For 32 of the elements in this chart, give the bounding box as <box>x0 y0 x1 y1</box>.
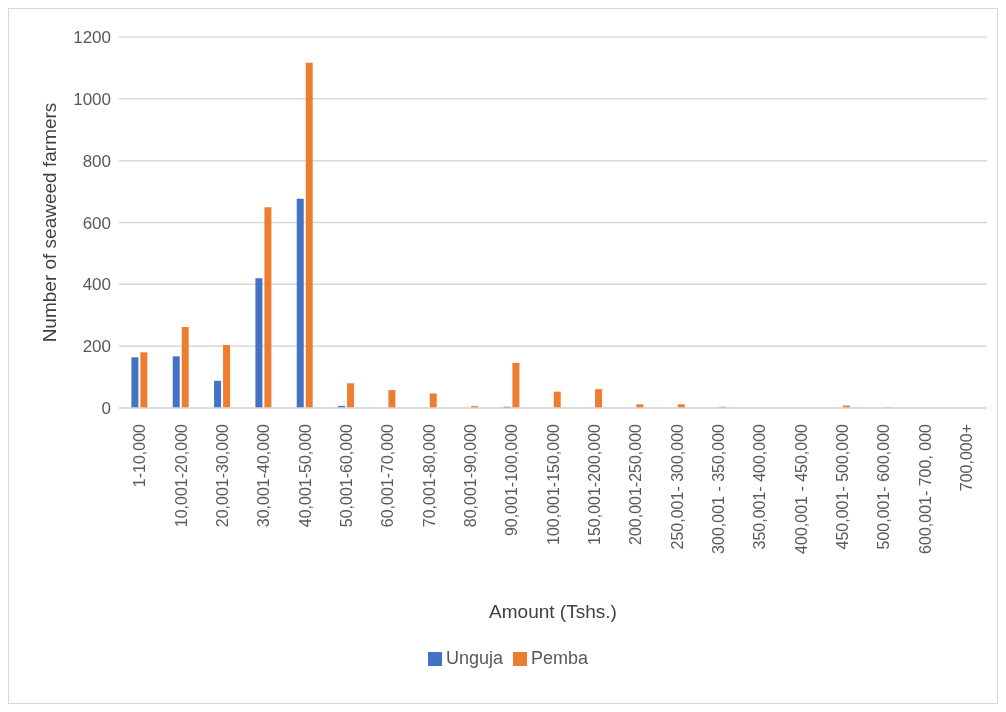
y-tick-label: 800 <box>82 151 111 171</box>
x-tick-label: 400,001 - 450,000 <box>792 423 810 554</box>
x-tick-label: 50,001-60,000 <box>337 423 355 528</box>
x-tick-label: 450,001- 500,000 <box>833 423 851 550</box>
x-tick-label: 90,001-100,000 <box>503 423 521 537</box>
legend-label: Unguja <box>445 648 503 668</box>
x-tick-label: 10,001-20,000 <box>172 423 190 528</box>
legend-label: Pemba <box>531 648 589 668</box>
x-tick-label: 40,001-50,000 <box>296 423 314 528</box>
y-tick-label: 0 <box>101 399 111 419</box>
y-tick-label: 600 <box>82 213 111 233</box>
y-tick-label: 400 <box>82 275 111 295</box>
x-tick-label: 600,001- 700, 000 <box>916 423 934 554</box>
y-tick-label: 200 <box>82 337 111 357</box>
x-tick-label: 100,001-150,000 <box>544 423 562 545</box>
x-tick-label: 250,001- 300,000 <box>668 423 686 550</box>
x-tick-label: 80,001-90,000 <box>461 423 479 528</box>
x-tick-label: 200,001-250,000 <box>627 423 645 545</box>
x-tick-label: 150,001-200,000 <box>585 423 603 545</box>
x-tick-label: 700,000+ <box>957 424 975 492</box>
x-tick-label: 70,001-80,000 <box>420 423 438 528</box>
x-tick-label: 60,001-70,000 <box>379 423 397 528</box>
x-tick-label: 300,001 - 350,000 <box>709 423 727 554</box>
x-tick-label: 500,001- 600,000 <box>875 423 893 550</box>
x-tick-label: 30,001-40,000 <box>255 423 273 528</box>
x-tick-label: 20,001-30,000 <box>213 423 231 528</box>
x-tick-label: 350,001- 400,000 <box>751 423 769 550</box>
y-tick-label: 1000 <box>73 89 111 109</box>
x-tick-label: 1-10,000 <box>131 423 149 488</box>
y-tick-label: 1200 <box>73 28 111 48</box>
x-axis-title: Amount (Tshs.) <box>489 601 617 622</box>
y-axis-title: Number of seaweed farmers <box>38 102 60 343</box>
